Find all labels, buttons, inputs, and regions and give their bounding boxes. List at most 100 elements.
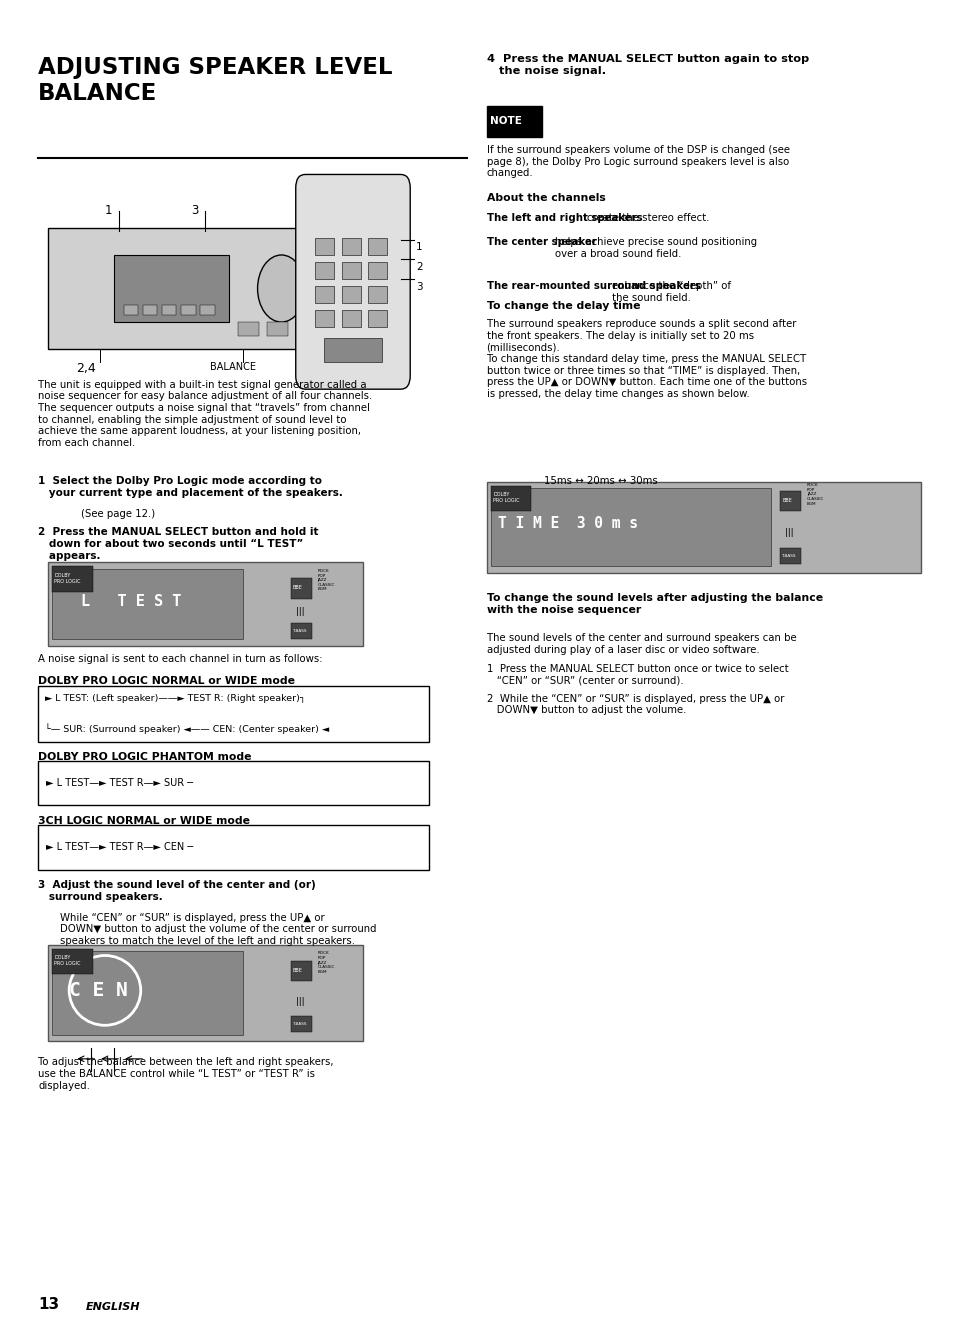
Bar <box>143 305 157 315</box>
Text: DOLBY
PRO LOGIC: DOLBY PRO LOGIC <box>54 573 81 584</box>
Bar <box>341 310 360 327</box>
Text: 4  Press the MANUAL SELECT button again to stop
   the noise signal.: 4 Press the MANUAL SELECT button again t… <box>486 54 808 75</box>
Text: To change the sound levels after adjusting the balance
with the noise sequencer: To change the sound levels after adjusti… <box>486 593 821 615</box>
Bar <box>291 578 312 599</box>
Bar <box>181 305 195 315</box>
Text: |||: ||| <box>295 997 304 1005</box>
Bar <box>52 569 243 639</box>
Text: create the stereo effect.: create the stereo effect. <box>586 213 708 223</box>
Text: ► L TEST—► TEST R—► SUR ─: ► L TEST—► TEST R—► SUR ─ <box>46 778 193 788</box>
Text: 2,4: 2,4 <box>76 362 96 376</box>
Text: The rear-mounted surround speakers: The rear-mounted surround speakers <box>486 280 703 291</box>
Text: To change the delay time: To change the delay time <box>486 301 639 310</box>
Bar <box>368 262 387 279</box>
Bar <box>341 286 360 303</box>
Text: 13: 13 <box>38 1298 59 1312</box>
Text: A noise signal is sent to each channel in turn as follows:: A noise signal is sent to each channel i… <box>38 654 322 663</box>
Text: 15ms ↔ 20ms ↔ 30ms: 15ms ↔ 20ms ↔ 30ms <box>543 476 657 486</box>
Text: ROCK
POP
JAZZ
CLASSIC
BGM: ROCK POP JAZZ CLASSIC BGM <box>806 483 823 506</box>
Text: 3  Adjust the sound level of the center and (or)
   surround speakers.: 3 Adjust the sound level of the center a… <box>38 880 315 902</box>
Bar <box>368 238 387 255</box>
Text: BBE: BBE <box>293 968 302 973</box>
Bar <box>291 1016 312 1032</box>
Bar <box>38 761 429 805</box>
Text: The unit is equipped with a built-in test signal generator called a
noise sequen: The unit is equipped with a built-in tes… <box>38 380 372 448</box>
Text: While “CEN” or “SUR” is displayed, press the UP▲ or
DOWN▼ button to adjust the v: While “CEN” or “SUR” is displayed, press… <box>60 913 376 946</box>
Bar <box>314 286 334 303</box>
Text: About the channels: About the channels <box>486 193 604 203</box>
FancyBboxPatch shape <box>295 174 410 389</box>
Bar <box>491 488 770 566</box>
Text: |||: ||| <box>295 608 304 616</box>
Bar <box>200 305 214 315</box>
Text: helps achieve precise sound positioning
over a broad sound field.: helps achieve precise sound positioning … <box>554 238 756 259</box>
Bar <box>48 562 362 646</box>
Bar <box>52 566 92 592</box>
Bar <box>491 486 531 511</box>
Text: ROCK
POP
JAZZ
CLASSIC
BGM: ROCK POP JAZZ CLASSIC BGM <box>317 569 335 592</box>
Text: The sound levels of the center and surround speakers can be
adjusted during play: The sound levels of the center and surro… <box>486 633 796 655</box>
Text: 3: 3 <box>191 204 198 217</box>
Bar <box>124 305 138 315</box>
Text: (See page 12.): (See page 12.) <box>81 509 155 518</box>
Text: 2  While the “CEN” or “SUR” is displayed, press the UP▲ or
   DOWN▼ button to ad: 2 While the “CEN” or “SUR” is displayed,… <box>486 694 783 715</box>
Bar <box>341 262 360 279</box>
Bar <box>341 238 360 255</box>
Text: BBE: BBE <box>293 585 302 590</box>
Bar <box>48 228 334 349</box>
Text: The left and right speakers: The left and right speakers <box>486 213 645 223</box>
Bar <box>267 322 288 336</box>
Text: DOLBY
PRO LOGIC: DOLBY PRO LOGIC <box>493 493 519 503</box>
Bar <box>38 825 429 870</box>
Text: 2: 2 <box>416 262 422 271</box>
Text: T-BASS: T-BASS <box>292 629 306 632</box>
Bar <box>314 262 334 279</box>
Text: BBE: BBE <box>781 498 791 503</box>
Text: 2  Press the MANUAL SELECT button and hold it
   down for about two seconds unti: 2 Press the MANUAL SELECT button and hol… <box>38 527 318 561</box>
Bar <box>52 951 243 1035</box>
Text: DOLBY PRO LOGIC NORMAL or WIDE mode: DOLBY PRO LOGIC NORMAL or WIDE mode <box>38 676 294 686</box>
Bar <box>780 548 801 564</box>
Bar <box>368 286 387 303</box>
Text: BALANCE: BALANCE <box>210 362 255 372</box>
Text: 1  Select the Dolby Pro Logic mode according to
   your current type and placeme: 1 Select the Dolby Pro Logic mode accord… <box>38 476 343 498</box>
Text: |||: ||| <box>784 529 793 537</box>
Text: NOTE: NOTE <box>490 115 521 126</box>
Text: L   T E S T: L T E S T <box>81 593 181 609</box>
Bar <box>314 238 334 255</box>
Text: ► L TEST—► TEST R—► CEN ─: ► L TEST—► TEST R—► CEN ─ <box>46 843 193 852</box>
Text: 3CH LOGIC NORMAL or WIDE mode: 3CH LOGIC NORMAL or WIDE mode <box>38 816 250 825</box>
Text: 3: 3 <box>416 282 422 291</box>
Bar <box>314 310 334 327</box>
Text: ► L TEST: (Left speaker)——► TEST R: (Right speaker)┐: ► L TEST: (Left speaker)——► TEST R: (Rig… <box>45 694 305 703</box>
Text: ADJUSTING SPEAKER LEVEL
BALANCE: ADJUSTING SPEAKER LEVEL BALANCE <box>38 56 393 105</box>
Text: The surround speakers reproduce sounds a split second after
the front speakers. : The surround speakers reproduce sounds a… <box>486 319 806 399</box>
Bar <box>486 482 920 573</box>
Text: C E N: C E N <box>69 981 128 1000</box>
Text: T-BASS: T-BASS <box>781 554 795 557</box>
Text: 1  Press the MANUAL SELECT button once or twice to select
   “CEN” or “SUR” (cen: 1 Press the MANUAL SELECT button once or… <box>486 664 787 686</box>
Bar <box>238 322 259 336</box>
Text: enhance the “depth” of
the sound field.: enhance the “depth” of the sound field. <box>611 280 730 302</box>
Text: To adjust the balance between the left and right speakers,
use the BALANCE contr: To adjust the balance between the left a… <box>38 1057 334 1091</box>
Bar <box>291 961 312 981</box>
Bar <box>38 686 429 742</box>
Bar <box>52 949 92 974</box>
Text: 1: 1 <box>105 204 112 217</box>
Text: DOLBY PRO LOGIC PHANTOM mode: DOLBY PRO LOGIC PHANTOM mode <box>38 752 252 761</box>
Bar <box>291 623 312 639</box>
Bar <box>780 491 801 511</box>
Bar <box>162 305 176 315</box>
Text: ROCK
POP
JAZZ
CLASSIC
BGM: ROCK POP JAZZ CLASSIC BGM <box>317 951 335 974</box>
Bar <box>48 945 362 1041</box>
Text: └— SUR: (Surround speaker) ◄—— CEN: (Center speaker) ◄: └— SUR: (Surround speaker) ◄—— CEN: (Cen… <box>45 723 329 734</box>
Bar <box>368 310 387 327</box>
Bar <box>295 322 316 336</box>
Bar <box>486 106 541 137</box>
Text: If the surround speakers volume of the DSP is changed (see
page 8), the Dolby Pr: If the surround speakers volume of the D… <box>486 145 789 178</box>
Text: DOLBY
PRO LOGIC: DOLBY PRO LOGIC <box>54 956 81 966</box>
Circle shape <box>257 255 305 322</box>
Text: The center speaker: The center speaker <box>486 238 599 247</box>
Text: T I M E  3 0 m s: T I M E 3 0 m s <box>497 515 638 531</box>
Bar <box>114 255 229 322</box>
